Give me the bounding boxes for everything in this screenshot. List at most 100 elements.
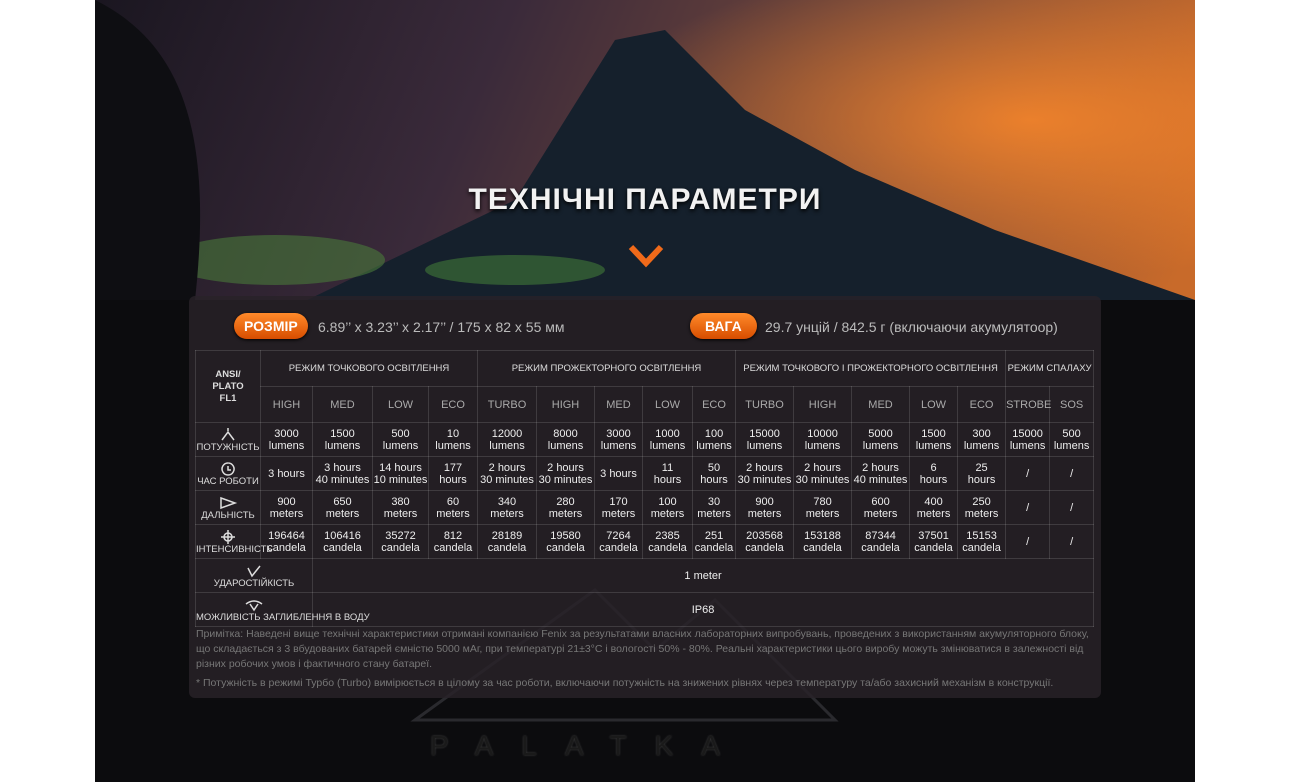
mode-header: LOW [642,386,693,423]
weight-badge: ВАГА [690,313,757,339]
mode-header: ECO [428,386,478,423]
cell: 600 meters [851,490,911,525]
mode-header: STROBE [1005,386,1051,423]
cell: 340 meters [477,490,537,525]
group-header: РЕЖИМ ТОЧКОВОГО І ПРОЖЕКТОРНОГО ОСВІТЛЕН… [735,350,1007,387]
cell: 2385 candela [642,524,693,559]
mode-header: TURBO [477,386,537,423]
cell: IP68 [311,592,1095,627]
cell: 6 hours [909,456,959,491]
cell: 1000 lumens [642,422,693,457]
row-label: ЧАС РОБОТИ [195,456,261,491]
size-text: 6.89’’ x 3.23’’ x 2.17’’ / 175 x 82 x 55… [318,319,565,335]
cell: 153188 candela [793,524,853,559]
row-icon [221,428,235,441]
cell: 250 meters [957,490,1007,525]
cell: 30 meters [691,490,737,525]
cell: 15000 lumens [1005,422,1051,457]
row-label: МОЖЛИВІСТЬ ЗАГЛИБЛЕННЯ В ВОДУ [195,592,370,627]
cell: 380 meters [372,490,429,525]
group-header: РЕЖИМ ТОЧКОВОГО ОСВІТЛЕННЯ [260,350,478,387]
row-label: УДАРОСТІЙКІСТЬ [195,558,313,593]
cell: 203568 candela [735,524,795,559]
icon-shape [220,496,238,510]
cell: 100 lumens [691,422,737,457]
mode-header: HIGH [536,386,595,423]
group-header: РЕЖИМ ПРОЖЕКТОРНОГО ОСВІТЛЕННЯ [476,350,737,387]
mode-header: MED [312,386,373,423]
cell: 1500 lumens [312,422,373,457]
row-icon [220,496,238,510]
corner: ANSI/ PLATO FL1 [195,350,261,423]
cell: 2 hours 30 minutes [536,456,595,491]
icon-shape [247,565,261,578]
row-label-text: ДАЛЬНІСТЬ [201,510,255,521]
cell: 3 hours [260,456,313,491]
cell: / [1005,490,1051,525]
icon-shape [245,600,263,612]
weight-text: 29.7 унцій / 842.5 г (включаючи акумулят… [765,319,1058,335]
cell: 11 hours [642,456,693,491]
icon-shape [221,462,235,476]
cell: 15153 candela [957,524,1007,559]
row-icon [247,565,261,578]
row-label-text: ІНТЕНСИВНІСТЬ [196,544,273,555]
mode-header: LOW [372,386,429,423]
cell: 500 lumens [372,422,429,457]
cell: 280 meters [536,490,595,525]
mode-header: SOS [1049,386,1095,423]
cell: 177 hours [428,456,478,491]
row-label: ДАЛЬНІСТЬ [195,490,261,525]
cell: 10 lumens [428,422,478,457]
mode-header: HIGH [793,386,853,423]
cell: 87344 candela [851,524,911,559]
spec-row: ЧАС РОБОТИ 3 hours 3 hours 40 minutes 14 ho… [195,456,1095,491]
cell: 5000 lumens [851,422,911,457]
mode-header: HIGH [260,386,313,423]
cell: / [1049,490,1095,525]
cell: 25 hours [957,456,1007,491]
cell: 812 candela [428,524,478,559]
cell: 170 meters [594,490,643,525]
chevron [628,244,664,268]
row-icon [221,530,235,544]
cell: 900 meters [735,490,795,525]
cell: 650 meters [312,490,373,525]
cell: 780 meters [793,490,853,525]
cell: 251 candela [691,524,737,559]
mode-header: ECO [691,386,737,423]
mode-row: HIGH MED LOW ECO TURBO HIGH MED LOW ECO TURBO HIGH… [196,386,1095,423]
cell: 1500 lumens [909,422,959,457]
cell: 2 hours 30 minutes [793,456,853,491]
spec-row: УДАРОСТІЙКІСТЬ 1 meter [195,558,1095,593]
icon-shape [221,530,235,544]
cell: 3000 lumens [260,422,313,457]
cell: 14 hours 10 minutes [372,456,429,491]
cell: 15000 lumens [735,422,795,457]
cell: 2 hours 40 minutes [851,456,911,491]
cell: 8000 lumens [536,422,595,457]
group-header: РЕЖИМ СПАЛАХУ [1005,350,1095,387]
cell: 300 lumens [957,422,1007,457]
spec-row: ДАЛЬНІСТЬ 900 meters 650 meters 380 meters 6… [195,490,1095,525]
row-label-text: МОЖЛИВІСТЬ ЗАГЛИБЛЕННЯ В ВОДУ [196,612,370,623]
cell: 3 hours [594,456,643,491]
row-icon [221,462,235,476]
cell: 196464 candela [260,524,313,559]
cell: 35272 candela [372,524,429,559]
cell: 7264 candela [594,524,643,559]
cell: 3000 lumens [594,422,643,457]
mode-header: TURBO [735,386,795,423]
cell: / [1005,524,1051,559]
row-label: ІНТЕНСИВНІСТЬ [195,524,273,559]
note: Примітка: Наведені вище технічні характе… [196,628,1089,670]
row-label-text: ЧАС РОБОТИ [197,476,259,487]
cell: 28189 candela [477,524,537,559]
mode-header: ECO [957,386,1007,423]
spec-row: ПОТУЖНІСТЬ 3000 lumens 1500 lumens 500 lume… [195,422,1095,457]
title: ТЕХНІЧНІ ПАРАМЕТРИ [468,183,822,216]
group-row: ANSI/ PLATO FL1 РЕЖИМ ТОЧКОВОГО ОСВІТЛЕНН… [195,350,1095,423]
row-label-text: УДАРОСТІЙКІСТЬ [213,578,295,589]
watermark: PALATKA [430,730,748,761]
spec-row: МОЖЛИВІСТЬ ЗАГЛИБЛЕННЯ В ВОДУ IP68 [195,592,1095,627]
